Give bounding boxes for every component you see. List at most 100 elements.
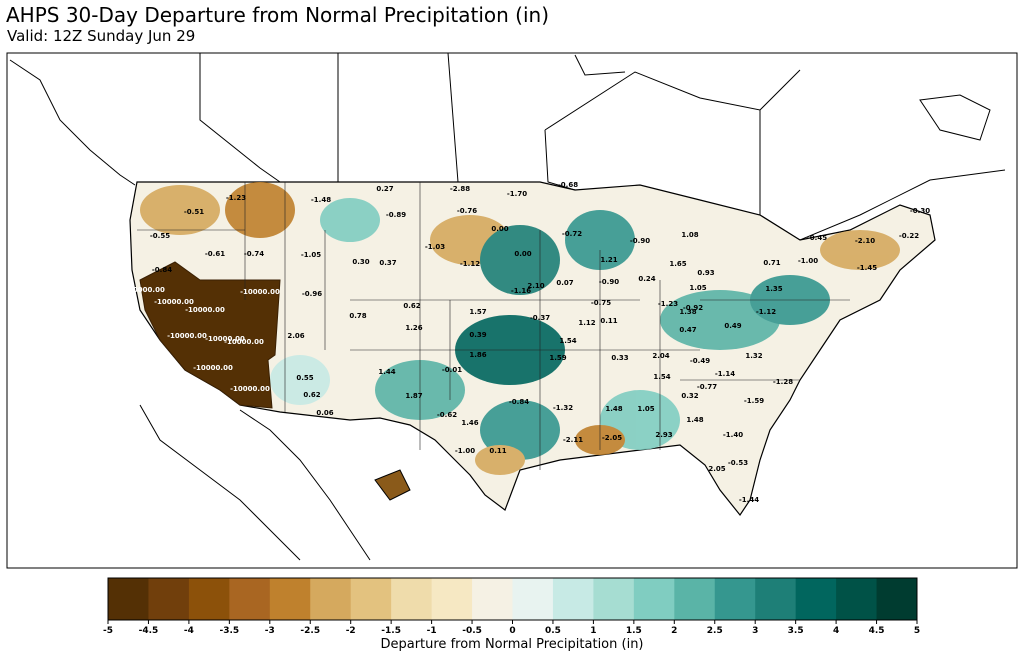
station-value-labels: -1.23 -0.51 -0.55 -0.61 -0.74 -1.48 0.27 -0.89 -… [125, 181, 930, 504]
value-label: -0.72 [562, 230, 582, 238]
value-label: -1.14 [715, 370, 735, 378]
value-label: -0.92 [683, 304, 703, 312]
colorbar-swatch [593, 578, 635, 620]
value-label: -10000.00 [185, 306, 225, 314]
value-label: -1.12 [756, 308, 776, 316]
colorbar-swatch [552, 578, 594, 620]
value-label: 0.00 [491, 225, 508, 233]
value-label: -1.03 [425, 243, 445, 251]
value-label: -0.49 [690, 357, 710, 365]
value-label: 1.54 [559, 337, 576, 345]
colorbar-tick-label: -4 [184, 626, 194, 636]
value-label: -1.32 [553, 404, 573, 412]
value-label: 1.21 [600, 256, 617, 264]
value-label: -10000.00 [167, 332, 207, 340]
value-label: -0.55 [150, 232, 170, 240]
value-label: -1.28 [773, 378, 793, 386]
value-label: 1.65 [669, 260, 686, 268]
colorbar-label: Departure from Normal Precipitation (in) [380, 637, 643, 652]
value-label: 0.11 [600, 317, 617, 325]
colorbar-swatch [391, 578, 433, 620]
state-borders [137, 182, 850, 470]
value-label: 1.86 [469, 351, 486, 359]
value-label: 1.05 [689, 284, 706, 292]
value-label: 1.12 [578, 319, 595, 327]
value-label: -0.89 [386, 211, 406, 219]
value-label: 0.11 [489, 447, 506, 455]
colorbar-tick-label: -3.5 [220, 626, 240, 636]
value-label: 1.59 [549, 354, 566, 362]
colorbar-swatch [350, 578, 392, 620]
coastlines [9, 52, 1006, 561]
value-label: 1.08 [681, 231, 698, 239]
value-label: 1.44 [378, 368, 395, 376]
value-label: -0.74 [244, 250, 264, 258]
colorbar-tick-label: 2.5 [707, 626, 723, 636]
value-label: -0.62 [437, 411, 457, 419]
value-label: 0.24 [638, 275, 655, 283]
value-label: 0.93 [697, 269, 714, 277]
value-label: -2.10 [855, 237, 875, 245]
colorbar-swatch [512, 578, 554, 620]
value-label: -2.11 [563, 436, 583, 444]
value-label: -0.61 [205, 250, 225, 258]
colorbar-tick-label: -1 [427, 626, 437, 636]
value-label: 1.57 [469, 308, 486, 316]
value-label: -0.37 [530, 314, 550, 322]
value-label: -1.00 [455, 447, 475, 455]
value-label: 1.87 [405, 392, 422, 400]
value-label: -0.30 [910, 207, 930, 215]
value-label: 2.05 [708, 465, 725, 473]
value-label: -10000.00 [240, 288, 280, 296]
value-label: 1.46 [461, 419, 478, 427]
colorbar-tick-label: -5 [103, 626, 113, 636]
colorbar-tick-label: 3.5 [788, 626, 804, 636]
value-label: -10000.00 [205, 335, 245, 343]
value-label: 2.10 [527, 282, 544, 290]
value-label: 1.05 [637, 405, 654, 413]
colorbar-tick-label: 4 [833, 626, 839, 636]
value-label: -1.05 [301, 251, 321, 259]
colorbar-swatch [755, 578, 797, 620]
value-label: 0.55 [296, 374, 313, 382]
colorbar-swatch [148, 578, 190, 620]
value-label: -1.12 [460, 260, 480, 268]
colorbar-tick-label: 0 [509, 626, 515, 636]
colorbar-tick-label: -0.5 [462, 626, 482, 636]
value-label: -10000.00 [224, 338, 264, 346]
value-label: 1.38 [679, 308, 696, 316]
value-label: 0.30 [352, 258, 369, 266]
colorbar-swatch [188, 578, 230, 620]
value-label: 1.48 [686, 416, 703, 424]
colorbar-swatch [795, 578, 837, 620]
colorbar-tick-label: 1 [590, 626, 596, 636]
colorbar-tick-label: -2 [346, 626, 356, 636]
value-label: -1.16 [511, 287, 531, 295]
value-label: -0.53 [728, 459, 748, 467]
colorbar-tick-label: -1.5 [381, 626, 401, 636]
value-label: 0.27 [376, 185, 393, 193]
value-label: 0.37 [379, 259, 396, 267]
value-label: -1.44 [739, 496, 759, 504]
value-label: -0.84 [152, 266, 172, 274]
value-label: -10000.00 [154, 298, 194, 306]
value-label: -0.77 [697, 383, 717, 391]
value-label: -10000.00 [230, 385, 270, 393]
value-label: -0.75 [591, 299, 611, 307]
colorbar-swatch [876, 578, 918, 620]
value-label: -0.68 [558, 181, 578, 189]
value-label: 1.26 [405, 324, 422, 332]
value-label: -0.96 [302, 290, 322, 298]
colorbar-swatch [269, 578, 311, 620]
value-label: -1.40 [723, 431, 743, 439]
value-label: 2.06 [287, 332, 304, 340]
value-label: 0.06 [316, 409, 333, 417]
value-label: 0.33 [611, 354, 628, 362]
value-label: -0.76 [457, 207, 477, 215]
colorbar-tick-label: -3 [265, 626, 275, 636]
value-label: 1.32 [745, 352, 762, 360]
value-label: -0.22 [899, 232, 919, 240]
value-label: 0.47 [679, 326, 696, 334]
value-label: -1.59 [744, 397, 764, 405]
